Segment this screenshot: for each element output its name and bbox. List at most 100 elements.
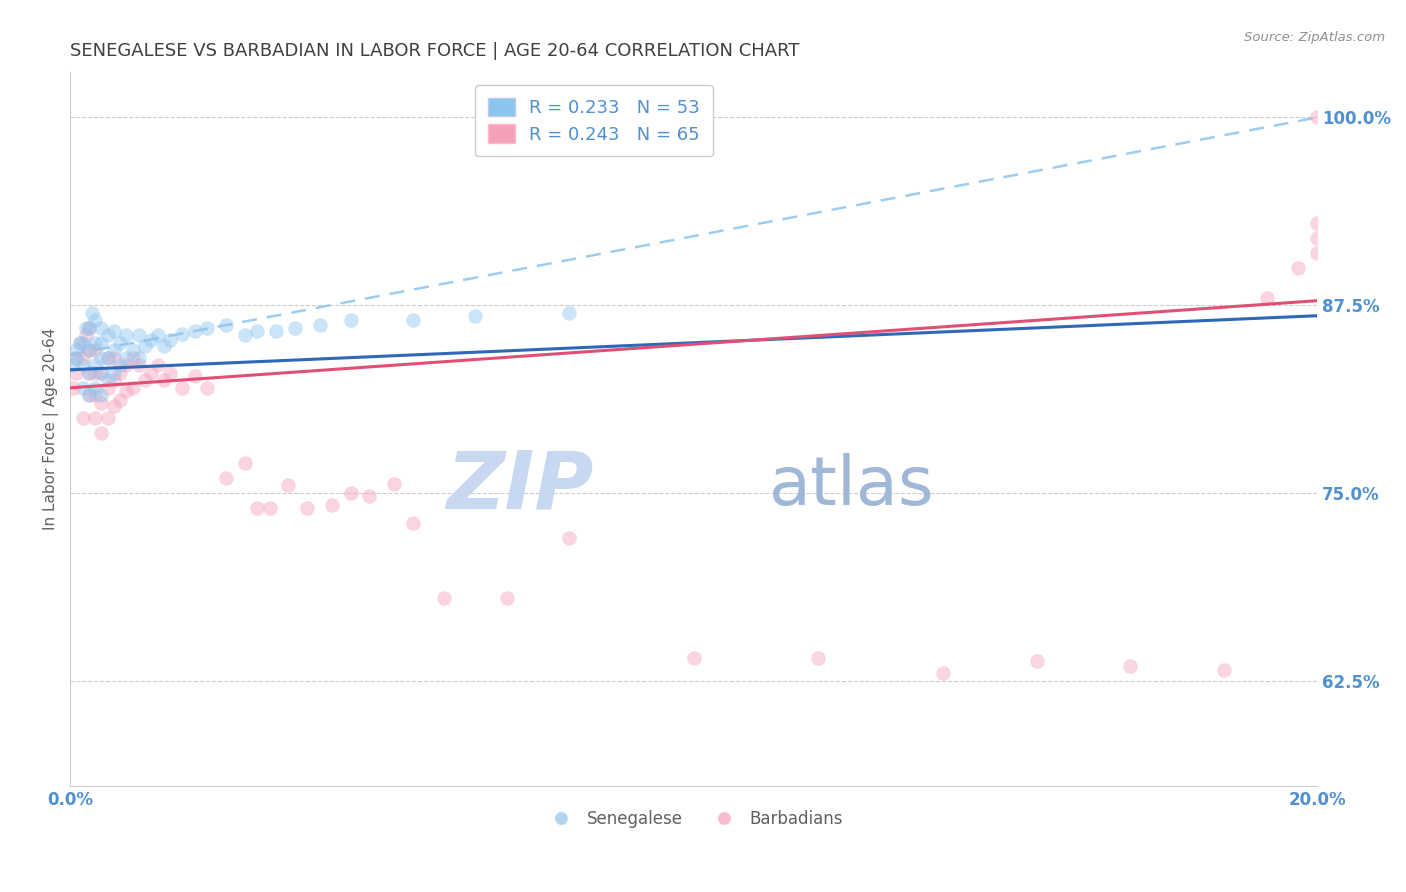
Point	[172, 326, 194, 341]
Point	[1256, 291, 1278, 305]
Point	[402, 516, 425, 530]
Point	[932, 666, 955, 681]
Point	[97, 328, 120, 343]
Point	[246, 324, 269, 338]
Point	[90, 335, 112, 350]
Point	[141, 333, 163, 347]
Y-axis label: In Labor Force | Age 20-64: In Labor Force | Age 20-64	[44, 328, 59, 530]
Point	[108, 335, 131, 350]
Point	[75, 328, 97, 343]
Point	[77, 320, 100, 334]
Point	[152, 373, 174, 387]
Point	[359, 489, 381, 503]
Point	[682, 651, 704, 665]
Point	[1212, 663, 1234, 677]
Point	[84, 343, 107, 358]
Point	[215, 318, 238, 332]
Point	[65, 366, 87, 380]
Point	[134, 373, 156, 387]
Text: Source: ZipAtlas.com: Source: ZipAtlas.com	[1244, 31, 1385, 45]
Point	[65, 351, 87, 365]
Point	[1119, 658, 1142, 673]
Point	[84, 381, 107, 395]
Point	[152, 339, 174, 353]
Point	[115, 384, 138, 398]
Point	[108, 366, 131, 380]
Point	[65, 343, 87, 358]
Point	[246, 500, 269, 515]
Point	[77, 366, 100, 380]
Point	[1306, 230, 1329, 244]
Point	[108, 359, 131, 373]
Point	[72, 359, 94, 373]
Point	[77, 388, 100, 402]
Point	[321, 498, 343, 512]
Point	[558, 531, 581, 545]
Point	[62, 359, 84, 373]
Point	[433, 591, 456, 605]
Point	[77, 343, 100, 358]
Point	[90, 366, 112, 380]
Point	[90, 396, 112, 410]
Point	[308, 318, 330, 332]
Point	[259, 500, 281, 515]
Point	[84, 313, 107, 327]
Point	[90, 425, 112, 440]
Point	[72, 351, 94, 365]
Point	[90, 320, 112, 334]
Point	[84, 366, 107, 380]
Point	[558, 306, 581, 320]
Point	[495, 591, 517, 605]
Point	[1286, 260, 1309, 275]
Point	[103, 324, 125, 338]
Point	[97, 381, 120, 395]
Point	[115, 351, 138, 365]
Point	[72, 335, 94, 350]
Point	[90, 351, 112, 365]
Point	[121, 381, 143, 395]
Point	[295, 500, 318, 515]
Point	[115, 328, 138, 343]
Point	[103, 343, 125, 358]
Point	[464, 309, 486, 323]
Point	[72, 410, 94, 425]
Point	[69, 335, 91, 350]
Point	[75, 320, 97, 334]
Point	[97, 373, 120, 387]
Point	[84, 359, 107, 373]
Text: ZIP: ZIP	[447, 447, 593, 525]
Point	[128, 328, 150, 343]
Point	[339, 313, 361, 327]
Point	[197, 320, 219, 334]
Point	[184, 324, 207, 338]
Point	[233, 328, 256, 343]
Point	[807, 651, 830, 665]
Point	[197, 381, 219, 395]
Point	[69, 335, 91, 350]
Point	[115, 359, 138, 373]
Point	[159, 366, 181, 380]
Legend: Senegalese, Barbadians: Senegalese, Barbadians	[538, 803, 849, 835]
Point	[215, 471, 238, 485]
Point	[77, 366, 100, 380]
Point	[97, 351, 120, 365]
Point	[146, 359, 169, 373]
Point	[134, 339, 156, 353]
Point	[141, 366, 163, 380]
Point	[284, 320, 307, 334]
Point	[80, 306, 103, 320]
Point	[121, 343, 143, 358]
Point	[184, 368, 207, 383]
Point	[384, 477, 406, 491]
Point	[121, 351, 143, 365]
Point	[84, 388, 107, 402]
Point	[128, 351, 150, 365]
Point	[90, 366, 112, 380]
Point	[339, 486, 361, 500]
Point	[97, 351, 120, 365]
Point	[172, 381, 194, 395]
Point	[90, 388, 112, 402]
Point	[84, 335, 107, 350]
Point	[97, 410, 120, 425]
Point	[1306, 216, 1329, 230]
